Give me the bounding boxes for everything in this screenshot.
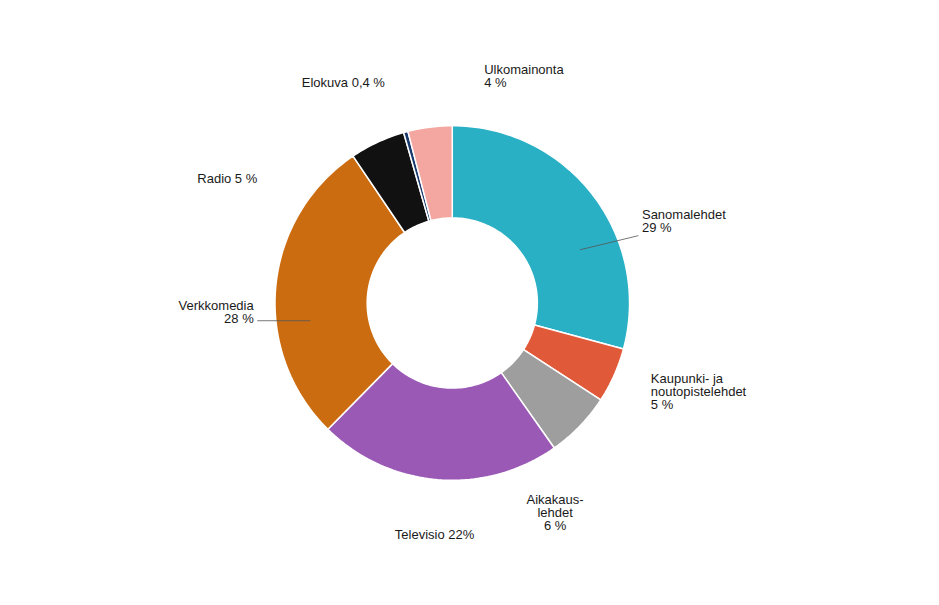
svg-text:Kaupunki- janoutopistelehdet5: Kaupunki- janoutopistelehdet5 % (651, 371, 747, 412)
svg-text:Verkkomedia28 %: Verkkomedia28 % (179, 298, 255, 326)
svg-text:Sanomalehdet29 %: Sanomalehdet29 % (642, 207, 726, 235)
svg-text:Aikakaus-lehdet6 %: Aikakaus-lehdet6 % (527, 492, 584, 533)
svg-text:Elokuva 0,4 %: Elokuva 0,4 % (302, 75, 386, 90)
svg-text:Radio 5 %: Radio 5 % (197, 171, 257, 186)
svg-text:Televisio 22%: Televisio 22% (395, 527, 475, 542)
svg-text:Ulkomainonta4 %: Ulkomainonta4 % (484, 62, 564, 90)
